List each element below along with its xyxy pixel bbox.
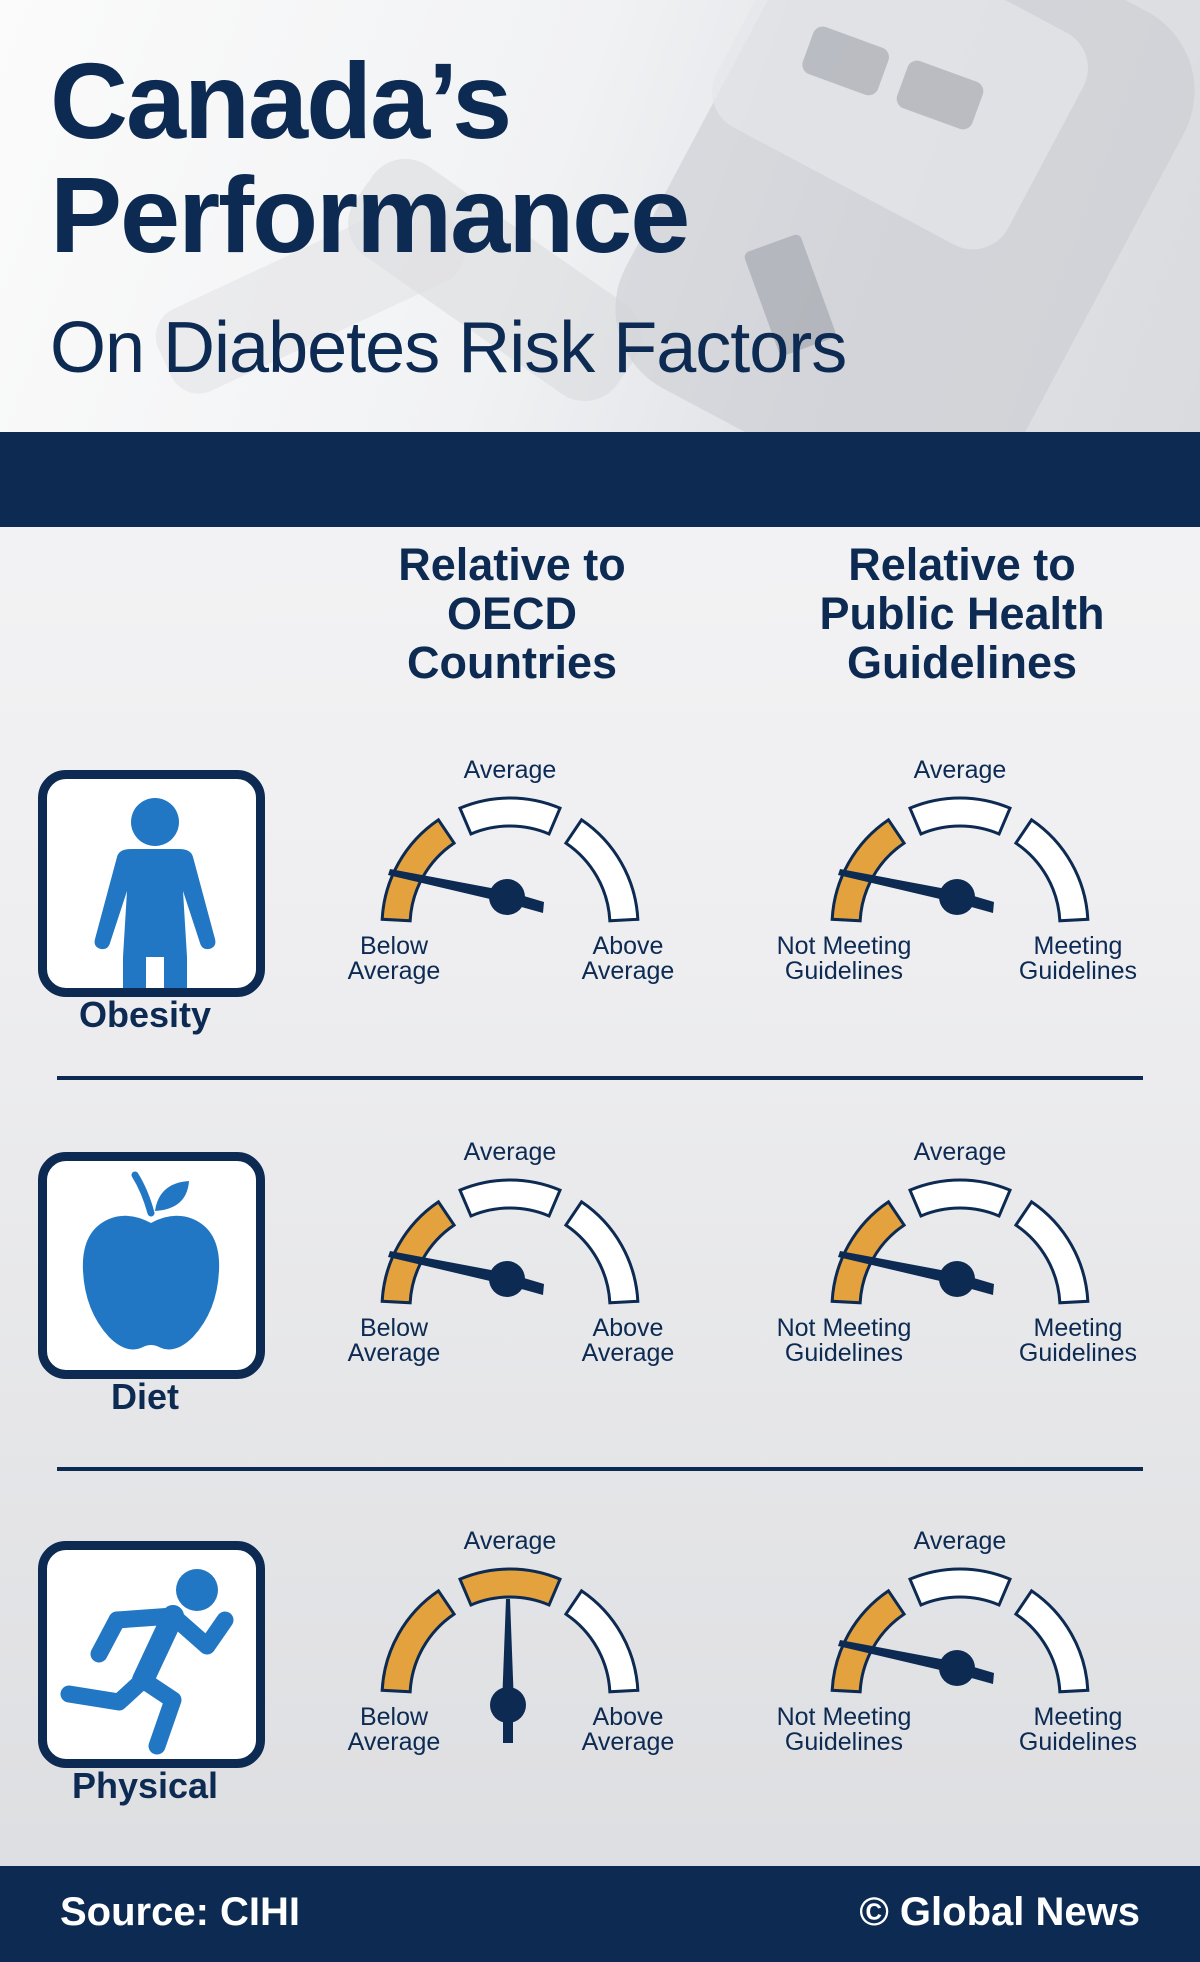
row-label-diet: Diet bbox=[110, 1376, 179, 1417]
gauge-top-label: Average bbox=[913, 756, 1007, 784]
gauge-mid-segment bbox=[458, 796, 562, 836]
page-subtitle: On Diabetes Risk Factors bbox=[50, 308, 847, 388]
gauge-top-label: Average bbox=[463, 1527, 557, 1555]
physical-icon-box bbox=[38, 1541, 265, 1768]
column-heading-oecd: Relative to OECD Countries bbox=[398, 539, 626, 688]
glucose-meter-photo bbox=[155, 0, 1195, 432]
gauge-low-segment bbox=[830, 1199, 907, 1305]
gauge-high-segment bbox=[1013, 1199, 1090, 1305]
gauge-needle bbox=[838, 1251, 994, 1297]
gauge-high-segment bbox=[1013, 817, 1090, 923]
header-banner: Canada’s Performance On Diabetes Risk Fa… bbox=[0, 0, 1200, 432]
title-line-1: Canada’s bbox=[50, 40, 512, 161]
gauge-needle bbox=[838, 869, 994, 915]
gauge-right-label: Meeting Guidelines bbox=[1018, 1314, 1138, 1367]
gauge-top-label: Average bbox=[463, 1138, 557, 1166]
gauge-low-segment bbox=[380, 1588, 457, 1694]
gauge-left-label: Not Meeting Guidelines bbox=[776, 1314, 912, 1367]
gauge-left-label: Not Meeting Guidelines bbox=[776, 1703, 912, 1756]
gauge-right-label: Meeting Guidelines bbox=[1018, 932, 1138, 985]
gauge-mid-segment bbox=[458, 1178, 562, 1218]
obesity-icon-box bbox=[38, 770, 265, 997]
gauge-mid-segment bbox=[458, 1567, 562, 1607]
gauge-top-label: Average bbox=[913, 1138, 1007, 1166]
gauge-low-segment bbox=[830, 817, 907, 923]
diet-icon-box bbox=[38, 1152, 265, 1379]
gauge-mid-segment bbox=[908, 1567, 1012, 1607]
row-label-obesity: Obesity bbox=[78, 994, 212, 1035]
gauge-dial bbox=[830, 796, 1090, 923]
running-person-icon bbox=[60, 1569, 234, 1755]
footer-bar: Source: CIHI © Global News bbox=[0, 1866, 1200, 1962]
gauge-low-segment bbox=[380, 817, 457, 923]
gauge-needle bbox=[490, 1599, 526, 1743]
gauge-right-label: Meeting Guidelines bbox=[1018, 1703, 1138, 1756]
gauge-dial bbox=[380, 1178, 640, 1305]
gauge-left-label: Below Average bbox=[347, 932, 441, 985]
gauge-dial bbox=[830, 1178, 1090, 1305]
gauge-needle bbox=[838, 1640, 994, 1686]
gauge-left-label: Not Meeting Guidelines bbox=[776, 932, 912, 985]
row-divider bbox=[57, 1467, 1143, 1471]
gauge-dial bbox=[380, 796, 640, 923]
copyright-credit: © Global News bbox=[859, 1890, 1140, 1934]
gauge-right-label: Above Average bbox=[581, 1314, 675, 1367]
gauge-left-label: Below Average bbox=[347, 1703, 441, 1756]
gauge-physical-oecd: Average Below Average Above Average bbox=[348, 1527, 675, 1769]
gauge-needle bbox=[388, 1251, 544, 1297]
gauge-obesity-oecd: Average Below Average Above Average bbox=[348, 756, 675, 998]
gauge-high-segment bbox=[563, 817, 640, 923]
gauge-physical-guidelines: Average Not Meeting Guidelines Meeting Gui… bbox=[777, 1527, 1137, 1769]
apple-icon bbox=[82, 1171, 220, 1350]
gauge-right-label: Above Average bbox=[581, 932, 675, 985]
gauge-left-label: Below Average bbox=[347, 1314, 441, 1367]
gauge-low-segment bbox=[830, 1588, 907, 1694]
gauge-dial bbox=[830, 1567, 1090, 1694]
gauge-dial bbox=[380, 1567, 640, 1743]
gauge-top-label: Average bbox=[913, 1527, 1007, 1555]
row-divider bbox=[57, 1076, 1143, 1080]
header-band bbox=[0, 432, 1200, 527]
gauge-low-segment bbox=[380, 1199, 457, 1305]
gauge-top-label: Average bbox=[463, 756, 557, 784]
gauge-right-label: Above Average bbox=[581, 1703, 675, 1756]
gauge-diet-guidelines: Average Not Meeting Guidelines Meeting Gui… bbox=[777, 1138, 1137, 1380]
source-credit: Source: CIHI bbox=[60, 1890, 301, 1934]
gauge-mid-segment bbox=[908, 796, 1012, 836]
gauge-high-segment bbox=[563, 1199, 640, 1305]
gauge-obesity-guidelines: Average Not Meeting Guidelines Meeting Gui… bbox=[777, 756, 1137, 998]
row-label-physical: Physical bbox=[71, 1765, 219, 1806]
column-heading-guidelines: Relative to Public Health Guidelines bbox=[819, 539, 1105, 688]
page-title: Canada’s Performance bbox=[50, 44, 690, 275]
risk-row-obesity: Obesity Average Below Average Above Averag… bbox=[0, 758, 1200, 1070]
risk-row-physical: Physical Average Below Average Above Avera… bbox=[0, 1529, 1200, 1841]
gauge-high-segment bbox=[563, 1588, 640, 1694]
title-line-2: Performance bbox=[50, 154, 690, 275]
person-icon bbox=[94, 798, 216, 988]
gauge-diet-oecd: Average Below Average Above Average bbox=[348, 1138, 675, 1380]
gauge-mid-segment bbox=[908, 1178, 1012, 1218]
gauge-high-segment bbox=[1013, 1588, 1090, 1694]
risk-row-diet: Diet Average Below Average Above Average A… bbox=[0, 1140, 1200, 1452]
gauge-needle bbox=[388, 869, 544, 915]
